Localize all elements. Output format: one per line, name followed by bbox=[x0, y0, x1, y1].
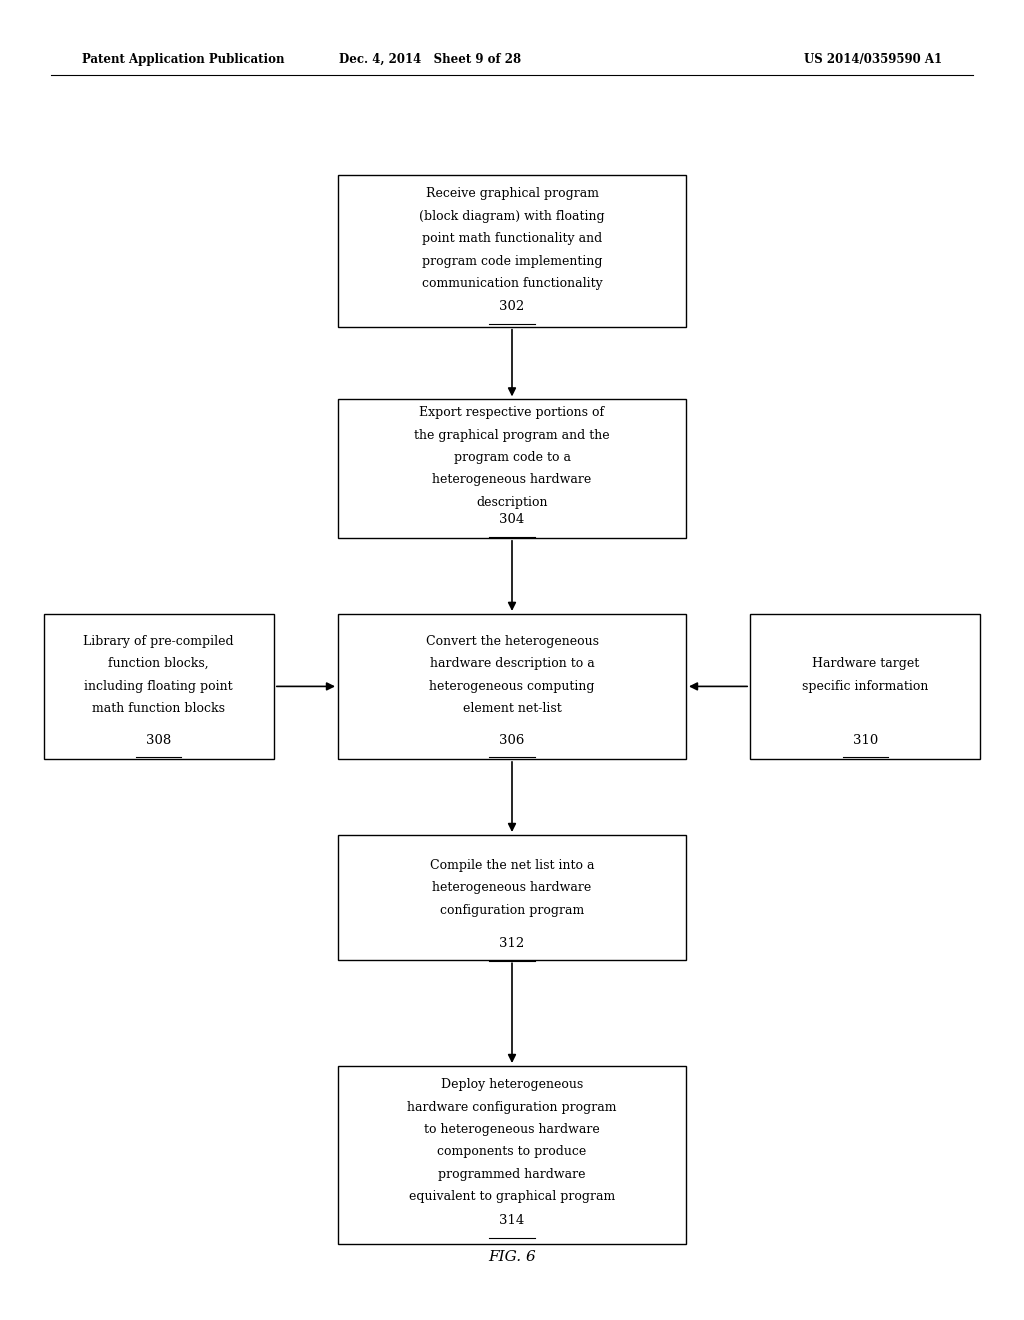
Bar bbox=[338, 174, 686, 326]
Bar bbox=[43, 614, 274, 759]
Text: program code to a: program code to a bbox=[454, 451, 570, 465]
Text: programmed hardware: programmed hardware bbox=[438, 1168, 586, 1181]
Text: 314: 314 bbox=[500, 1214, 524, 1228]
Text: Dec. 4, 2014   Sheet 9 of 28: Dec. 4, 2014 Sheet 9 of 28 bbox=[339, 53, 521, 66]
Text: hardware description to a: hardware description to a bbox=[430, 657, 594, 671]
Text: program code implementing: program code implementing bbox=[422, 255, 602, 268]
Text: Deploy heterogeneous: Deploy heterogeneous bbox=[441, 1078, 583, 1092]
Text: equivalent to graphical program: equivalent to graphical program bbox=[409, 1191, 615, 1204]
Text: 306: 306 bbox=[500, 734, 524, 747]
Text: hardware configuration program: hardware configuration program bbox=[408, 1101, 616, 1114]
Text: to heterogeneous hardware: to heterogeneous hardware bbox=[424, 1123, 600, 1137]
Text: heterogeneous computing: heterogeneous computing bbox=[429, 680, 595, 693]
Text: US 2014/0359590 A1: US 2014/0359590 A1 bbox=[804, 53, 942, 66]
Text: components to produce: components to produce bbox=[437, 1146, 587, 1159]
Text: specific information: specific information bbox=[802, 680, 929, 693]
Text: heterogeneous hardware: heterogeneous hardware bbox=[432, 474, 592, 487]
Text: configuration program: configuration program bbox=[440, 903, 584, 916]
Text: Patent Application Publication: Patent Application Publication bbox=[82, 53, 285, 66]
Bar bbox=[750, 614, 980, 759]
Text: 312: 312 bbox=[500, 937, 524, 950]
Text: description: description bbox=[476, 496, 548, 510]
Text: FIG. 6: FIG. 6 bbox=[488, 1250, 536, 1263]
Text: heterogeneous hardware: heterogeneous hardware bbox=[432, 880, 592, 894]
Text: 310: 310 bbox=[853, 734, 878, 747]
Text: including floating point: including floating point bbox=[84, 680, 233, 693]
Text: Hardware target: Hardware target bbox=[812, 657, 919, 671]
Text: point math functionality and: point math functionality and bbox=[422, 232, 602, 246]
Text: communication functionality: communication functionality bbox=[422, 277, 602, 290]
Text: element net-list: element net-list bbox=[463, 702, 561, 715]
Text: math function blocks: math function blocks bbox=[92, 702, 225, 715]
Text: 308: 308 bbox=[146, 734, 171, 747]
Bar bbox=[338, 399, 686, 539]
Text: Convert the heterogeneous: Convert the heterogeneous bbox=[426, 635, 598, 648]
Bar bbox=[338, 614, 686, 759]
Text: Compile the net list into a: Compile the net list into a bbox=[430, 858, 594, 871]
Text: 302: 302 bbox=[500, 301, 524, 313]
Text: Library of pre-compiled: Library of pre-compiled bbox=[83, 635, 234, 648]
Text: (block diagram) with floating: (block diagram) with floating bbox=[419, 210, 605, 223]
Bar bbox=[338, 834, 686, 961]
Text: the graphical program and the: the graphical program and the bbox=[414, 429, 610, 442]
Text: function blocks,: function blocks, bbox=[109, 657, 209, 671]
Bar bbox=[338, 1067, 686, 1243]
Text: Receive graphical program: Receive graphical program bbox=[426, 187, 598, 201]
Text: 304: 304 bbox=[500, 513, 524, 527]
Text: Export respective portions of: Export respective portions of bbox=[420, 407, 604, 420]
